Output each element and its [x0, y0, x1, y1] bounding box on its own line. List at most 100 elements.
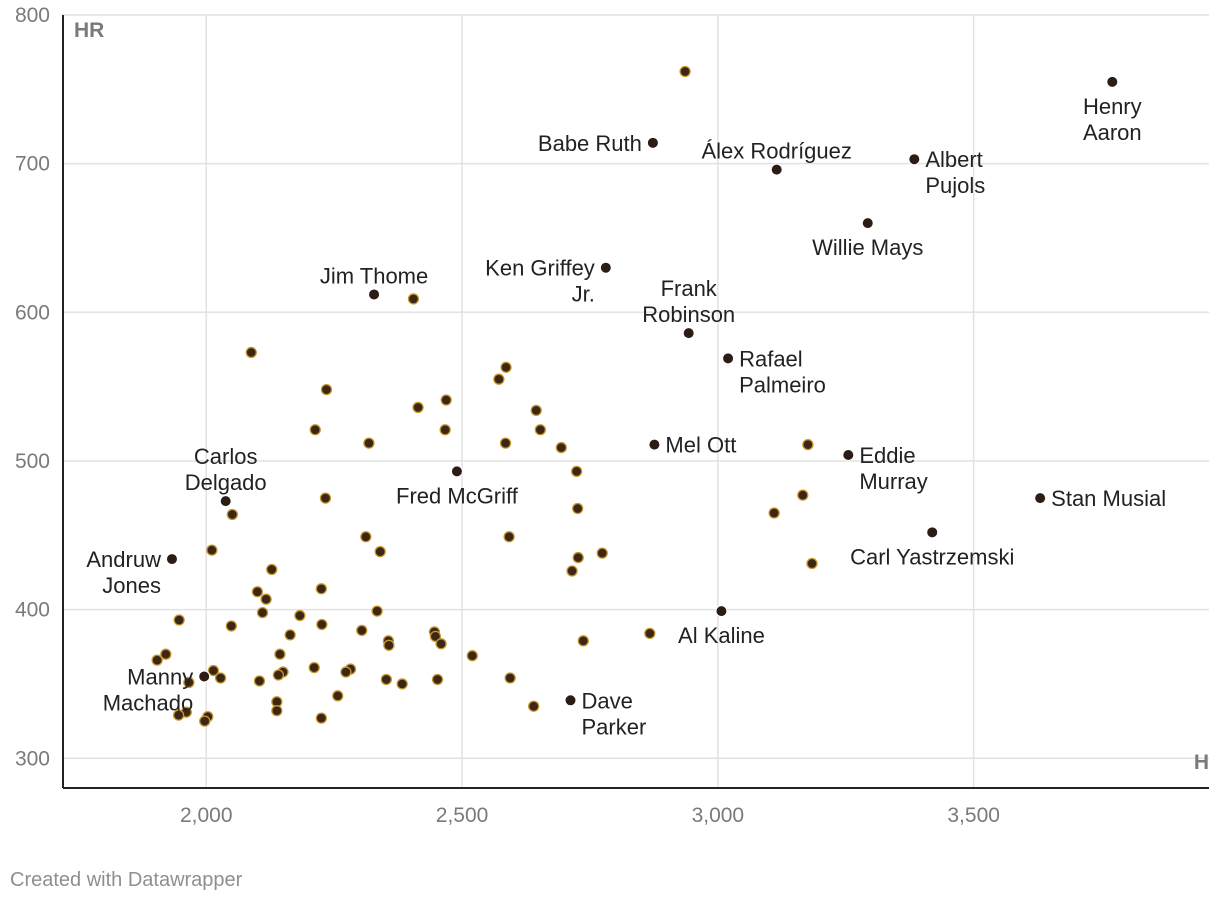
data-point — [260, 593, 272, 605]
labeled-data-point — [648, 438, 661, 451]
data-point — [806, 557, 818, 570]
y-tick-label: 300 — [15, 747, 50, 770]
point-label: Pujols — [925, 173, 985, 198]
data-point — [207, 664, 220, 677]
data-point — [206, 544, 218, 556]
data-point — [315, 583, 328, 595]
labeled-data-point — [646, 136, 659, 149]
data-point — [316, 618, 328, 631]
point-label: Murray — [859, 469, 927, 494]
labeled-data-point — [722, 352, 735, 365]
point-label: Jr. — [572, 282, 595, 307]
x-tick-label: 3,000 — [692, 804, 745, 827]
data-point — [183, 676, 195, 689]
data-point — [294, 609, 306, 622]
data-point — [374, 545, 386, 558]
x-tick-label: 3,500 — [947, 804, 1000, 827]
y-tick-label: 800 — [15, 4, 50, 27]
y-tick-label: 700 — [15, 153, 50, 176]
data-point — [272, 669, 285, 681]
data-point — [172, 709, 185, 721]
labeled-data-point — [450, 465, 463, 478]
point-label: Manny — [127, 665, 193, 690]
data-point — [360, 531, 372, 543]
point-label: Palmeiro — [739, 372, 826, 397]
point-label: Henry — [1083, 94, 1142, 119]
data-point — [214, 672, 227, 684]
data-point — [173, 614, 185, 626]
point-label: Rafael — [739, 346, 803, 371]
data-point — [309, 424, 321, 436]
data-point — [160, 648, 172, 660]
labeled-data-point — [682, 327, 695, 340]
point-label: Carl Yastrzemski — [850, 544, 1014, 569]
data-point — [435, 638, 447, 650]
data-point — [499, 437, 512, 449]
point-label: Stan Musial — [1051, 486, 1166, 511]
data-point — [571, 465, 583, 478]
point-label: Frank — [661, 276, 718, 301]
data-point — [383, 639, 395, 651]
footer-credit: Created with Datawrapper — [10, 869, 243, 891]
labeled-data-point — [599, 261, 612, 274]
data-point — [320, 383, 333, 396]
point-label: Parker — [582, 714, 647, 739]
data-point — [566, 565, 578, 577]
labeled-data-point — [198, 670, 211, 683]
data-point — [356, 624, 368, 637]
data-point — [284, 629, 296, 641]
data-point — [226, 508, 238, 521]
data-point — [199, 715, 211, 727]
point-label: Andruw — [86, 547, 161, 572]
point-label: Carlos — [194, 444, 258, 469]
data-point — [500, 361, 512, 373]
point-label: Jim Thome — [320, 263, 428, 288]
data-point — [504, 672, 516, 684]
data-point — [245, 346, 257, 359]
data-point — [534, 424, 546, 436]
data-point — [308, 661, 320, 674]
labeled-data-point — [165, 553, 178, 566]
data-point — [340, 666, 352, 678]
point-label: Babe Ruth — [538, 131, 642, 156]
data-point — [503, 531, 515, 543]
data-point — [440, 394, 452, 406]
grid-lines — [63, 14, 1209, 788]
labeled-data-point — [564, 694, 577, 707]
labeled-data-point — [908, 153, 921, 166]
point-label: Eddie — [859, 443, 915, 468]
point-label: Albert — [925, 147, 982, 172]
point-label: Willie Mays — [812, 235, 923, 260]
data-point — [407, 293, 420, 305]
labeled-data-point — [861, 217, 874, 230]
y-tick-label: 400 — [15, 599, 50, 622]
data-point — [256, 606, 269, 619]
data-point — [332, 690, 344, 702]
y-tick-label: 500 — [15, 450, 50, 473]
scatter-chart: 300 400 500 600 700 800 2,000 2,500 3,000 3,500 H… — [15, 4, 1209, 827]
point-label: Aaron — [1083, 120, 1142, 145]
data-point — [251, 586, 264, 598]
data-point — [797, 489, 809, 501]
point-label: Al Kaline — [678, 623, 765, 648]
data-point — [528, 700, 540, 712]
x-tick-label: 2,500 — [436, 804, 489, 827]
labeled-data-point — [1034, 492, 1047, 505]
data-point — [572, 502, 584, 515]
data-point — [396, 678, 408, 690]
data-point — [679, 65, 691, 78]
data-point — [802, 438, 814, 451]
data-point — [493, 373, 505, 385]
data-point — [225, 620, 237, 632]
tick-labels: 300 400 500 600 700 800 2,000 2,500 3,000 3,500 — [15, 4, 1000, 827]
data-point — [577, 635, 589, 647]
data-point — [271, 705, 283, 717]
data-point — [315, 712, 328, 724]
labeled-data-point — [926, 526, 939, 539]
point-label: Fred McGriff — [396, 483, 519, 508]
data-point — [274, 648, 286, 660]
x-tick-label: 2,000 — [180, 804, 233, 827]
data-point — [572, 551, 584, 564]
data-point — [530, 404, 542, 417]
data-point — [253, 675, 266, 687]
